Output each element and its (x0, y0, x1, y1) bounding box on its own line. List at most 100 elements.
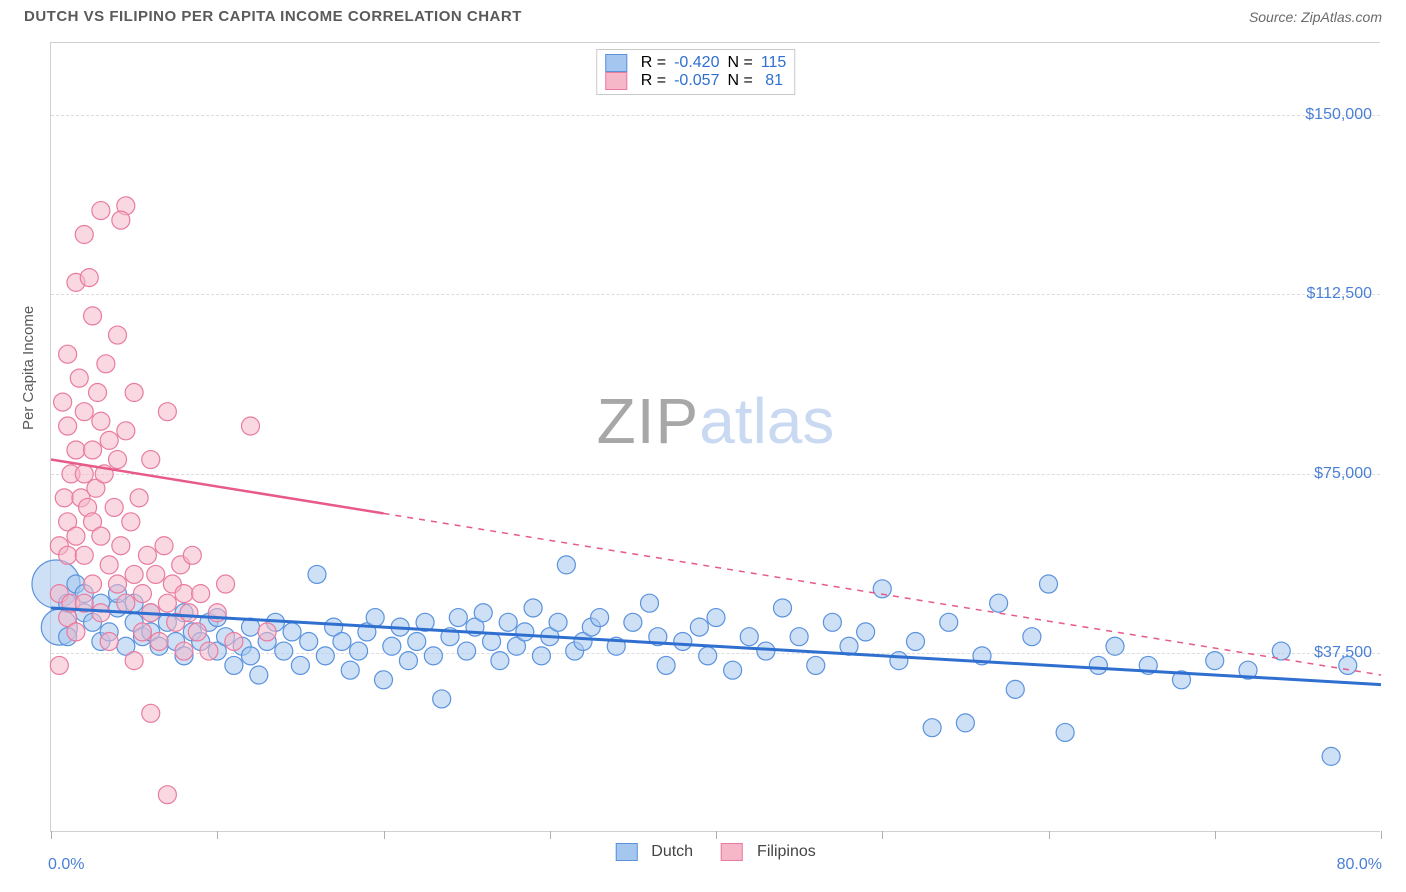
data-point (175, 585, 193, 603)
data-point (92, 412, 110, 430)
x-axis-max-label: 80.0% (1337, 856, 1382, 874)
data-point (50, 656, 68, 674)
data-point (75, 403, 93, 421)
data-point (80, 269, 98, 287)
data-point (192, 585, 210, 603)
data-point (55, 489, 73, 507)
data-point (449, 609, 467, 627)
data-point (92, 604, 110, 622)
data-point (341, 661, 359, 679)
source-attribution: Source: ZipAtlas.com (1249, 9, 1382, 25)
data-point (158, 594, 176, 612)
data-point (67, 623, 85, 641)
data-point (690, 618, 708, 636)
n-value[interactable]: 115 (761, 54, 787, 72)
scatter-plot-svg (51, 43, 1380, 831)
data-point (133, 623, 151, 641)
y-axis-title: Per Capita Income (20, 306, 37, 430)
data-point (130, 489, 148, 507)
data-point (250, 666, 268, 684)
n-label: N = (727, 54, 752, 72)
data-point (940, 613, 958, 631)
r-label: R = (641, 72, 666, 90)
data-point (100, 556, 118, 574)
data-point (97, 355, 115, 373)
data-point (890, 652, 908, 670)
x-tick (217, 831, 218, 839)
data-point (291, 656, 309, 674)
data-point (408, 632, 426, 650)
r-value[interactable]: -0.420 (674, 54, 719, 72)
data-point (1056, 723, 1074, 741)
legend-label: Dutch (651, 843, 693, 861)
data-point (300, 632, 318, 650)
data-point (1006, 680, 1024, 698)
data-point (225, 656, 243, 674)
data-point (242, 417, 260, 435)
data-point (383, 637, 401, 655)
n-label: N = (727, 72, 752, 90)
data-point (59, 417, 77, 435)
data-point (105, 498, 123, 516)
data-point (366, 609, 384, 627)
legend-swatch (615, 843, 637, 861)
series-swatch (605, 54, 627, 72)
data-point (707, 609, 725, 627)
x-axis-min-label: 0.0% (48, 856, 84, 874)
data-point (89, 384, 107, 402)
data-point (823, 613, 841, 631)
correlation-stats-box: R = -0.420 N = 115R = -0.057 N = 81 (596, 49, 796, 95)
data-point (158, 786, 176, 804)
data-point (333, 632, 351, 650)
data-point (84, 307, 102, 325)
r-value[interactable]: -0.057 (674, 72, 719, 90)
data-point (283, 623, 301, 641)
data-point (258, 623, 276, 641)
data-point (790, 628, 808, 646)
data-point (59, 546, 77, 564)
data-point (1040, 575, 1058, 593)
data-point (112, 537, 130, 555)
data-point (458, 642, 476, 660)
data-point (524, 599, 542, 617)
chart-plot-area: $37,500$75,000$112,500$150,000 ZIPatlas … (50, 42, 1380, 832)
data-point (275, 642, 293, 660)
series-swatch (605, 72, 627, 90)
data-point (54, 393, 72, 411)
data-point (183, 546, 201, 564)
data-point (125, 565, 143, 583)
data-point (641, 594, 659, 612)
x-tick (1215, 831, 1216, 839)
data-point (175, 642, 193, 660)
data-point (774, 599, 792, 617)
data-point (740, 628, 758, 646)
data-point (807, 656, 825, 674)
legend-item: Dutch (615, 843, 693, 861)
data-point (316, 647, 334, 665)
data-point (125, 652, 143, 670)
data-point (158, 403, 176, 421)
data-point (133, 585, 151, 603)
x-tick (51, 831, 52, 839)
data-point (308, 565, 326, 583)
data-point (59, 345, 77, 363)
data-point (147, 565, 165, 583)
chart-title: DUTCH VS FILIPINO PER CAPITA INCOME CORR… (24, 8, 522, 25)
n-value[interactable]: 81 (761, 72, 783, 90)
data-point (109, 326, 127, 344)
data-point (1089, 656, 1107, 674)
x-tick (550, 831, 551, 839)
data-point (100, 632, 118, 650)
data-point (75, 465, 93, 483)
data-point (150, 632, 168, 650)
data-point (591, 609, 609, 627)
data-point (225, 632, 243, 650)
data-point (375, 671, 393, 689)
data-point (155, 537, 173, 555)
x-tick (384, 831, 385, 839)
data-point (424, 647, 442, 665)
data-point (1206, 652, 1224, 670)
data-point (724, 661, 742, 679)
data-point (674, 632, 692, 650)
data-point (757, 642, 775, 660)
